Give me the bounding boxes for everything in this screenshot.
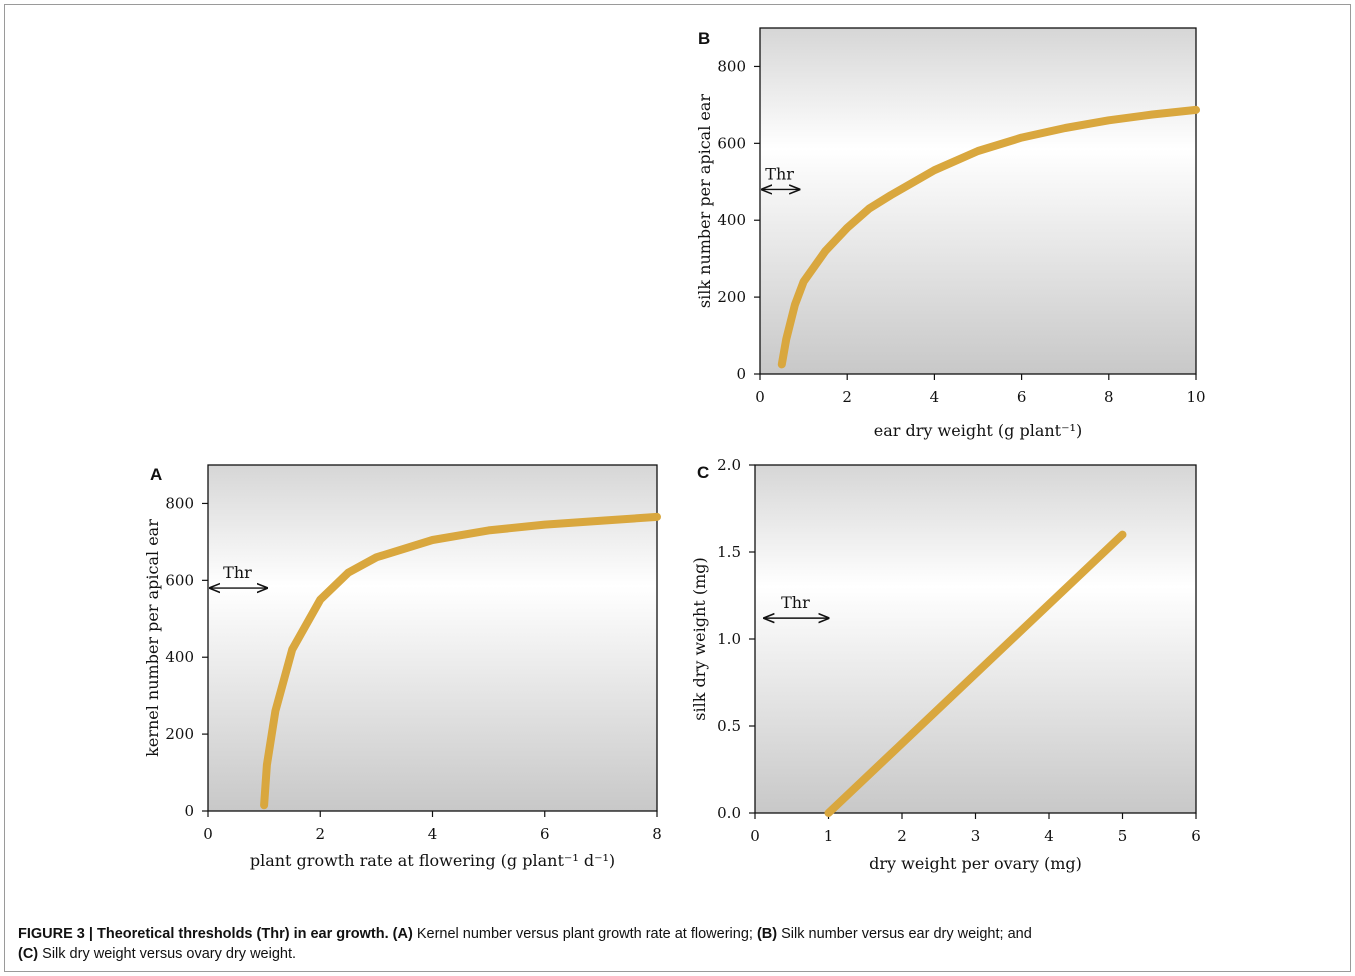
y-tick-label: 600: [717, 134, 746, 152]
x-tick-label: 5: [1118, 827, 1128, 845]
y-tick-label: 2.0: [717, 456, 741, 474]
data-curve: [777, 105, 1200, 369]
caption-b-text: Silk number versus ear dry weight; and: [777, 926, 1032, 942]
data-curve: [824, 530, 1127, 817]
data-curve: [260, 512, 661, 810]
threshold-label: Thr: [781, 593, 810, 612]
x-tick-label: 0: [755, 388, 765, 406]
y-tick-label: 200: [165, 725, 194, 743]
caption-c-tag: (C): [18, 946, 39, 962]
chart-a: 0 2 4 6 8 0 200 400 600 800 plant growth rate at f…: [143, 464, 662, 870]
caption-a-text: Kernel number versus plant growth rate a…: [412, 926, 757, 942]
y-tick-label: 200: [717, 288, 746, 306]
plot-area: [754, 464, 1197, 814]
y-tick-label: 1.5: [717, 543, 741, 561]
y-tick-label: 800: [717, 57, 746, 75]
x-tick-label: 8: [1104, 388, 1114, 406]
x-tick-label: 4: [930, 388, 940, 406]
caption-figure-label: FIGURE 3 | Theoretical thresholds (Thr) …: [18, 926, 389, 942]
y-axis-title: kernel number per apical ear: [143, 519, 162, 757]
x-axis-title: ear dry weight (g plant⁻¹): [874, 421, 1082, 440]
caption-b-tag: (B): [756, 926, 778, 942]
x-tick-label: 0: [750, 827, 760, 845]
panel-label: A: [150, 465, 162, 484]
x-axis-title: dry weight per ovary (mg): [869, 854, 1082, 873]
figure-caption: FIGURE 3 | Theoretical thresholds (Thr) …: [18, 924, 1338, 964]
x-tick-label: 2: [897, 827, 907, 845]
x-tick-label: 3: [971, 827, 981, 845]
caption-a-tag: (A): [392, 926, 413, 942]
y-tick-label: 0.5: [717, 717, 741, 735]
y-axis-title: silk dry weight (mg): [690, 557, 709, 720]
chart-c: 0 1 2 3 4 5 6 0.0 0.5 1.0 1.5 2.0 dry weight per ova…: [690, 456, 1201, 873]
y-tick-label: 0: [736, 365, 746, 383]
y-tick-label: 0: [184, 802, 194, 820]
x-tick-label: 0: [203, 825, 213, 843]
y-tick-label: 1.0: [717, 630, 741, 648]
plot-area: [759, 27, 1197, 375]
y-axis-title: silk number per apical ear: [695, 94, 714, 309]
y-tick-label: 0.0: [717, 804, 741, 822]
x-tick-label: 6: [1017, 388, 1027, 406]
x-tick-label: 2: [315, 825, 325, 843]
y-tick-label: 600: [165, 571, 194, 589]
x-tick-label: 2: [842, 388, 852, 406]
x-tick-label: 6: [1191, 827, 1201, 845]
x-tick-label: 10: [1186, 388, 1205, 406]
x-tick-label: 8: [652, 825, 662, 843]
panel-label: B: [698, 29, 710, 48]
x-tick-label: 6: [540, 825, 550, 843]
threshold-label: Thr: [765, 164, 794, 183]
y-tick-label: 400: [717, 211, 746, 229]
chart-b: 0 2 4 6 8 10 0 200 400 600 800 ear dry weight (g pl…: [695, 27, 1206, 440]
y-tick-label: 400: [165, 648, 194, 666]
x-tick-label: 4: [428, 825, 438, 843]
caption-c-text: Silk dry weight versus ovary dry weight.: [38, 946, 297, 962]
figure-frame: [4, 4, 1351, 972]
plot-area: [207, 464, 658, 812]
y-tick-label: 800: [165, 494, 194, 512]
x-tick-label: 1: [824, 827, 834, 845]
x-axis-title: plant growth rate at flowering (g plant⁻…: [250, 851, 615, 870]
x-tick-label: 4: [1044, 827, 1054, 845]
panel-label: C: [697, 463, 709, 482]
threshold-label: Thr: [223, 563, 252, 582]
